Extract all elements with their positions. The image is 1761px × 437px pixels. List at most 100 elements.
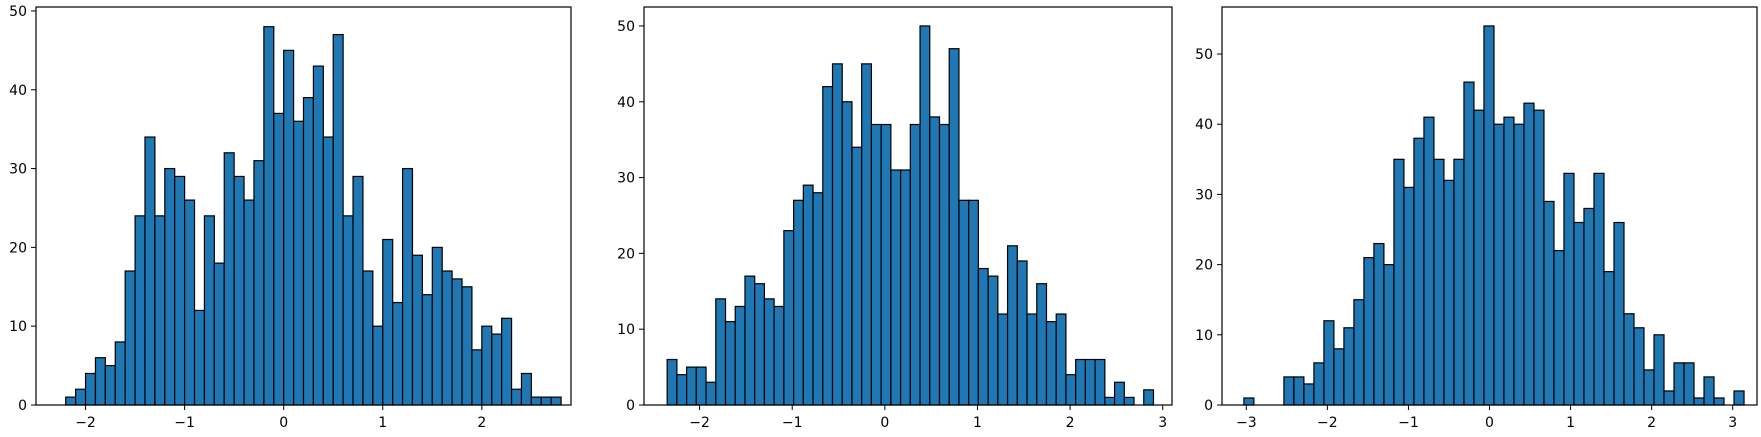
- histogram-bar: [997, 313, 1009, 406]
- histogram-bar: [773, 305, 785, 406]
- x-tick-label: −2: [1317, 415, 1338, 431]
- histogram-bar: [1323, 320, 1335, 406]
- histogram-bar: [253, 160, 265, 406]
- histogram-bar: [184, 199, 196, 406]
- histogram-bar: [1603, 271, 1615, 406]
- histogram-bar: [792, 199, 804, 406]
- histogram-bar: [1513, 123, 1525, 406]
- histogram-bar: [273, 112, 285, 406]
- histogram-bar: [929, 116, 941, 406]
- histogram-bar: [1533, 109, 1545, 406]
- histogram-bar: [831, 63, 843, 406]
- histogram-bar: [491, 333, 503, 406]
- histogram-bar: [919, 25, 931, 406]
- histogram-bar: [909, 123, 921, 406]
- histogram-bar: [1443, 179, 1455, 406]
- histogram-bar: [1503, 116, 1515, 406]
- histogram-bar: [1313, 362, 1325, 406]
- histogram-bar: [501, 317, 513, 406]
- histogram-bar: [958, 199, 970, 406]
- x-tick-label: −3: [1236, 415, 1257, 431]
- y-tick-label: 40: [1195, 117, 1213, 133]
- histogram-bar: [382, 238, 394, 406]
- histogram-bar: [144, 136, 156, 406]
- histogram-bar: [332, 33, 344, 406]
- histogram-bar: [1653, 334, 1665, 406]
- histogram-bar: [283, 49, 295, 406]
- histogram-bar: [783, 230, 795, 406]
- histogram-bar: [510, 388, 523, 406]
- histogram-bar: [1363, 256, 1375, 406]
- x-tick-label: 1: [378, 415, 387, 431]
- histogram-bar: [1084, 358, 1096, 406]
- histogram-bar: [1733, 390, 1745, 406]
- histogram-bar: [1293, 376, 1305, 406]
- histogram-bar: [1383, 264, 1395, 406]
- histogram-bar: [1423, 116, 1435, 406]
- histogram-bar: [880, 123, 892, 406]
- y-tick-label: 10: [9, 319, 27, 335]
- histogram-bar: [154, 215, 166, 406]
- histogram-bar: [1473, 109, 1485, 406]
- histogram-bar: [1333, 348, 1345, 406]
- histogram-bar: [1553, 249, 1565, 406]
- histogram-bar: [1343, 327, 1355, 406]
- histogram-bar: [392, 301, 404, 406]
- x-tick-label: −2: [75, 415, 96, 431]
- histogram-bar: [1393, 158, 1405, 406]
- histogram-bar: [1673, 362, 1685, 406]
- histogram-bar: [812, 192, 824, 406]
- histogram-bar: [1453, 158, 1465, 406]
- histogram-bar: [1643, 369, 1655, 406]
- histogram-bar: [1693, 397, 1705, 406]
- histogram-bar: [431, 246, 443, 406]
- histogram-bar: [1353, 299, 1365, 406]
- histogram-bar: [977, 267, 989, 406]
- histogram-bar: [461, 286, 473, 406]
- histogram-bar: [715, 298, 727, 406]
- histogram-bar: [540, 396, 552, 406]
- histogram-bar: [124, 270, 136, 406]
- histogram-bar: [1373, 242, 1385, 406]
- histogram-bar: [174, 175, 186, 406]
- histogram-bar: [75, 388, 87, 406]
- histogram-bar: [1094, 358, 1106, 406]
- histogram-bar: [1463, 81, 1475, 406]
- histogram-bar: [530, 396, 542, 406]
- histogram-bar: [734, 305, 746, 406]
- histogram-bar: [471, 349, 483, 406]
- histogram-bar: [1045, 321, 1057, 406]
- y-tick-label: 30: [617, 171, 635, 187]
- histogram-bar: [1613, 221, 1625, 406]
- histogram-bar: [362, 270, 374, 406]
- histogram-bar: [1593, 172, 1605, 406]
- y-tick-label: 10: [1195, 328, 1213, 344]
- histogram-bar: [948, 48, 960, 406]
- histogram-bar: [666, 358, 678, 406]
- histogram-bar: [686, 366, 697, 406]
- axes-frame: [643, 6, 1173, 406]
- histogram-bar: [754, 283, 766, 406]
- x-tick-label: 1: [1566, 415, 1575, 431]
- histogram-bar: [802, 184, 814, 406]
- histogram-bar: [1403, 186, 1415, 406]
- y-tick-label: 40: [617, 95, 635, 111]
- histogram-bar: [1413, 137, 1425, 406]
- histogram-bar: [104, 364, 116, 406]
- histogram-bar: [1243, 397, 1255, 406]
- axes-frame: [35, 6, 572, 406]
- histogram-bar: [1583, 207, 1595, 406]
- histogram-bar: [724, 321, 736, 406]
- y-tick-label: 0: [1204, 398, 1213, 414]
- histogram-bar: [851, 146, 863, 406]
- histogram-bar: [193, 309, 206, 406]
- x-tick-label: 2: [1647, 415, 1656, 431]
- x-tick-label: −2: [689, 415, 710, 431]
- histogram-bar: [65, 396, 77, 406]
- histogram-bar: [705, 381, 717, 406]
- histogram-bar: [1543, 200, 1555, 406]
- histogram-bar: [1683, 362, 1695, 406]
- y-tick-label: 20: [1195, 258, 1213, 274]
